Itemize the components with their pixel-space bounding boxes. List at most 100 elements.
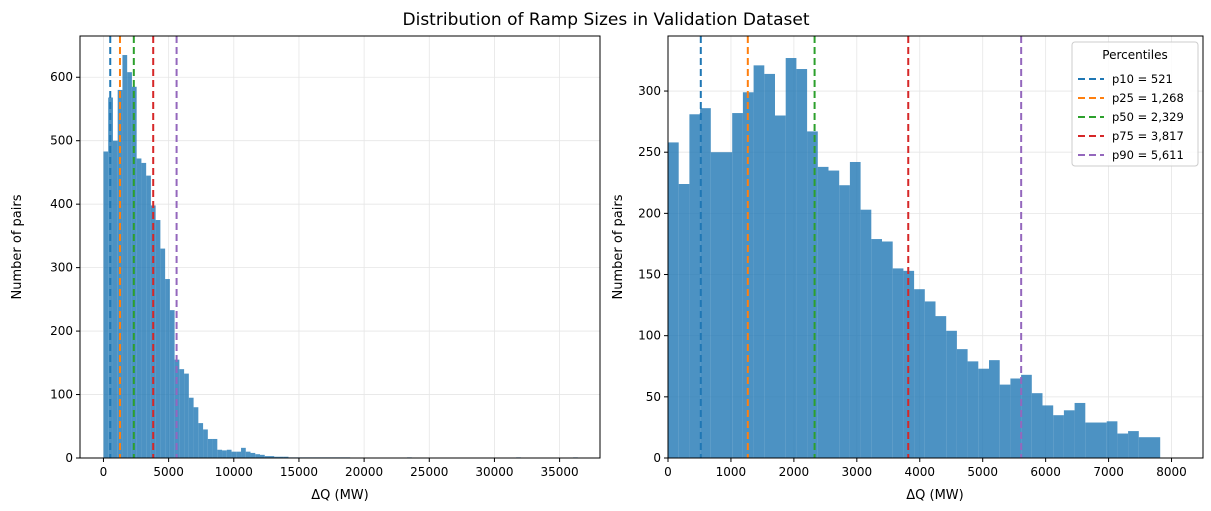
right-y-tick-label: 150 [638, 268, 661, 282]
left-histogram-bar [146, 175, 151, 459]
right-histogram-bar [1117, 433, 1129, 458]
left-x-tick-label: 15000 [280, 465, 318, 479]
left-histogram-bar [179, 369, 185, 458]
left-histogram-bar [108, 97, 113, 459]
right-y-tick-label: 100 [638, 329, 661, 343]
right-histogram-bar [1106, 421, 1118, 458]
left-histogram: 0 5000 10000 15000 20000 25000 30000 35000 0 100 2… [10, 35, 601, 503]
left-y-tick-label: 400 [50, 197, 73, 211]
left-histogram-bar [127, 72, 132, 459]
right-histogram-bar [849, 161, 861, 458]
legend-p25-label: p25 = 1,268 [1112, 91, 1184, 105]
legend-p90-label: p90 = 5,611 [1112, 148, 1184, 162]
right-y-tick-label: 250 [638, 145, 661, 159]
right-histogram-bar [903, 270, 915, 458]
right-histogram-bar [732, 113, 743, 459]
left-x-tick-label: 25000 [410, 465, 448, 479]
right-histogram-bar [828, 170, 840, 458]
left-histogram-bar [212, 438, 218, 458]
left-histogram-bar [174, 359, 180, 458]
right-x-tick-label: 1000 [716, 465, 747, 479]
left-y-tick-label: 500 [50, 134, 73, 148]
right-histogram-bar [721, 152, 733, 459]
left-histogram-bar [165, 279, 170, 458]
right-histogram-bar [1031, 393, 1043, 458]
left-histogram-bar [217, 449, 223, 458]
right-histogram-bar [978, 368, 989, 458]
right-histogram-bar [710, 152, 722, 459]
legend-p50-label: p50 = 2,329 [1112, 110, 1184, 124]
left-histogram-bar [231, 451, 237, 458]
left-histogram-bar [112, 140, 118, 458]
left-histogram-bar [283, 456, 289, 458]
left-y-tick-label: 600 [50, 70, 73, 84]
right-histogram-bar [775, 115, 786, 458]
right-x-tick-label: 7000 [1093, 465, 1124, 479]
left-histogram-bar [255, 454, 261, 458]
left-histogram-bar [169, 310, 175, 458]
legend: Percentiles p10 = 521 p25 = 1,268 p50 = 2,… [1071, 41, 1199, 167]
right-histogram: 0 1000 2000 3000 4000 5000 6000 7000 8000 0 50 100 1… [611, 35, 1204, 503]
left-y-tick-label: 0 [65, 451, 73, 465]
right-y-axis-label: Number of pairs [611, 194, 626, 299]
left-histogram-bar [236, 451, 242, 458]
right-x-axis-label: ΔQ (MW) [906, 488, 963, 503]
right-x-tick-label: 3000 [842, 465, 873, 479]
right-histogram-bar [678, 184, 690, 458]
right-histogram-bar [689, 114, 701, 458]
right-histogram-bar [924, 301, 936, 458]
right-histogram-bar [892, 268, 904, 458]
left-histogram-bar [160, 248, 166, 458]
right-histogram-bar [1021, 374, 1032, 458]
right-histogram-bar [807, 131, 818, 458]
legend-p10-label: p10 = 521 [1112, 72, 1173, 86]
right-histogram-bar [1096, 422, 1107, 458]
right-y-tick-label: 50 [646, 390, 661, 404]
left-histogram-bar [203, 429, 208, 458]
left-y-tick-label: 200 [50, 324, 73, 338]
left-histogram-bar [184, 373, 189, 458]
left-histogram-bar [222, 450, 227, 458]
right-plot-frame [667, 35, 1204, 459]
right-histogram-bar [839, 185, 850, 458]
right-histogram-bar [817, 166, 829, 458]
right-histogram-bar [1085, 422, 1096, 458]
right-histogram-bar [1053, 415, 1064, 458]
right-histogram-bar [700, 108, 711, 458]
right-histogram-bar [1042, 405, 1054, 458]
left-histogram-bar [141, 162, 147, 458]
left-histogram-bar [136, 158, 142, 458]
right-histogram-bar [956, 349, 968, 458]
left-y-tick-label: 100 [50, 388, 73, 402]
right-histogram-bar [1074, 402, 1086, 458]
legend-title: Percentiles [1102, 48, 1167, 62]
right-x-tick-label: 5000 [967, 465, 998, 479]
left-histogram-bar [193, 407, 199, 458]
right-histogram-bar [871, 239, 882, 458]
left-histogram-bar [103, 151, 109, 458]
right-histogram-bar [785, 58, 797, 458]
left-histogram-bar [207, 438, 213, 458]
right-histogram-bar [935, 316, 947, 458]
right-histogram-bar [796, 69, 808, 458]
left-histogram-bar [264, 456, 270, 458]
right-histogram-bar [1149, 437, 1161, 458]
left-histogram-bar [188, 397, 194, 458]
right-histogram-bar [1010, 378, 1022, 458]
left-histogram-bar [241, 447, 246, 458]
right-histogram-bar [1128, 431, 1139, 458]
left-x-tick-label: 35000 [541, 465, 579, 479]
right-y-tick-label: 300 [638, 84, 661, 98]
left-histogram-bar [245, 451, 251, 458]
right-histogram-bar [753, 65, 765, 459]
legend-p75-label: p75 = 3,817 [1112, 129, 1184, 143]
left-y-axis-label: Number of pairs [10, 194, 25, 299]
right-histogram-bar [668, 142, 679, 458]
left-histogram-bar [260, 454, 265, 458]
right-histogram-bar [967, 361, 979, 458]
right-histogram-bar [914, 289, 925, 458]
right-y-tick-label: 200 [638, 206, 661, 220]
right-x-tick-label: 4000 [904, 465, 935, 479]
right-histogram-bar [1063, 410, 1075, 458]
